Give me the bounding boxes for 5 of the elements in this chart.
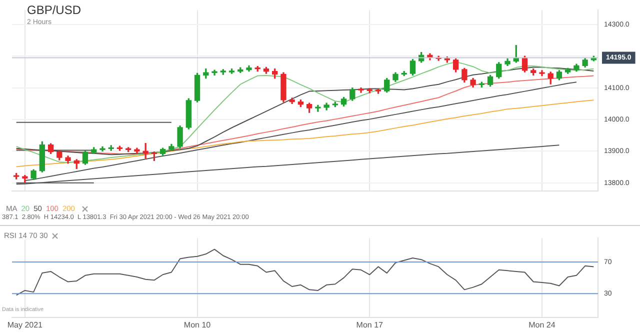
x-tick-label: Mon 24 [528, 320, 556, 330]
chart-title: GBP/USD [27, 3, 82, 17]
x-tick-label: May 2021 [7, 320, 44, 330]
x-tick-label: Mon 17 [356, 320, 384, 330]
x-tick-label: Mon 10 [184, 320, 212, 330]
